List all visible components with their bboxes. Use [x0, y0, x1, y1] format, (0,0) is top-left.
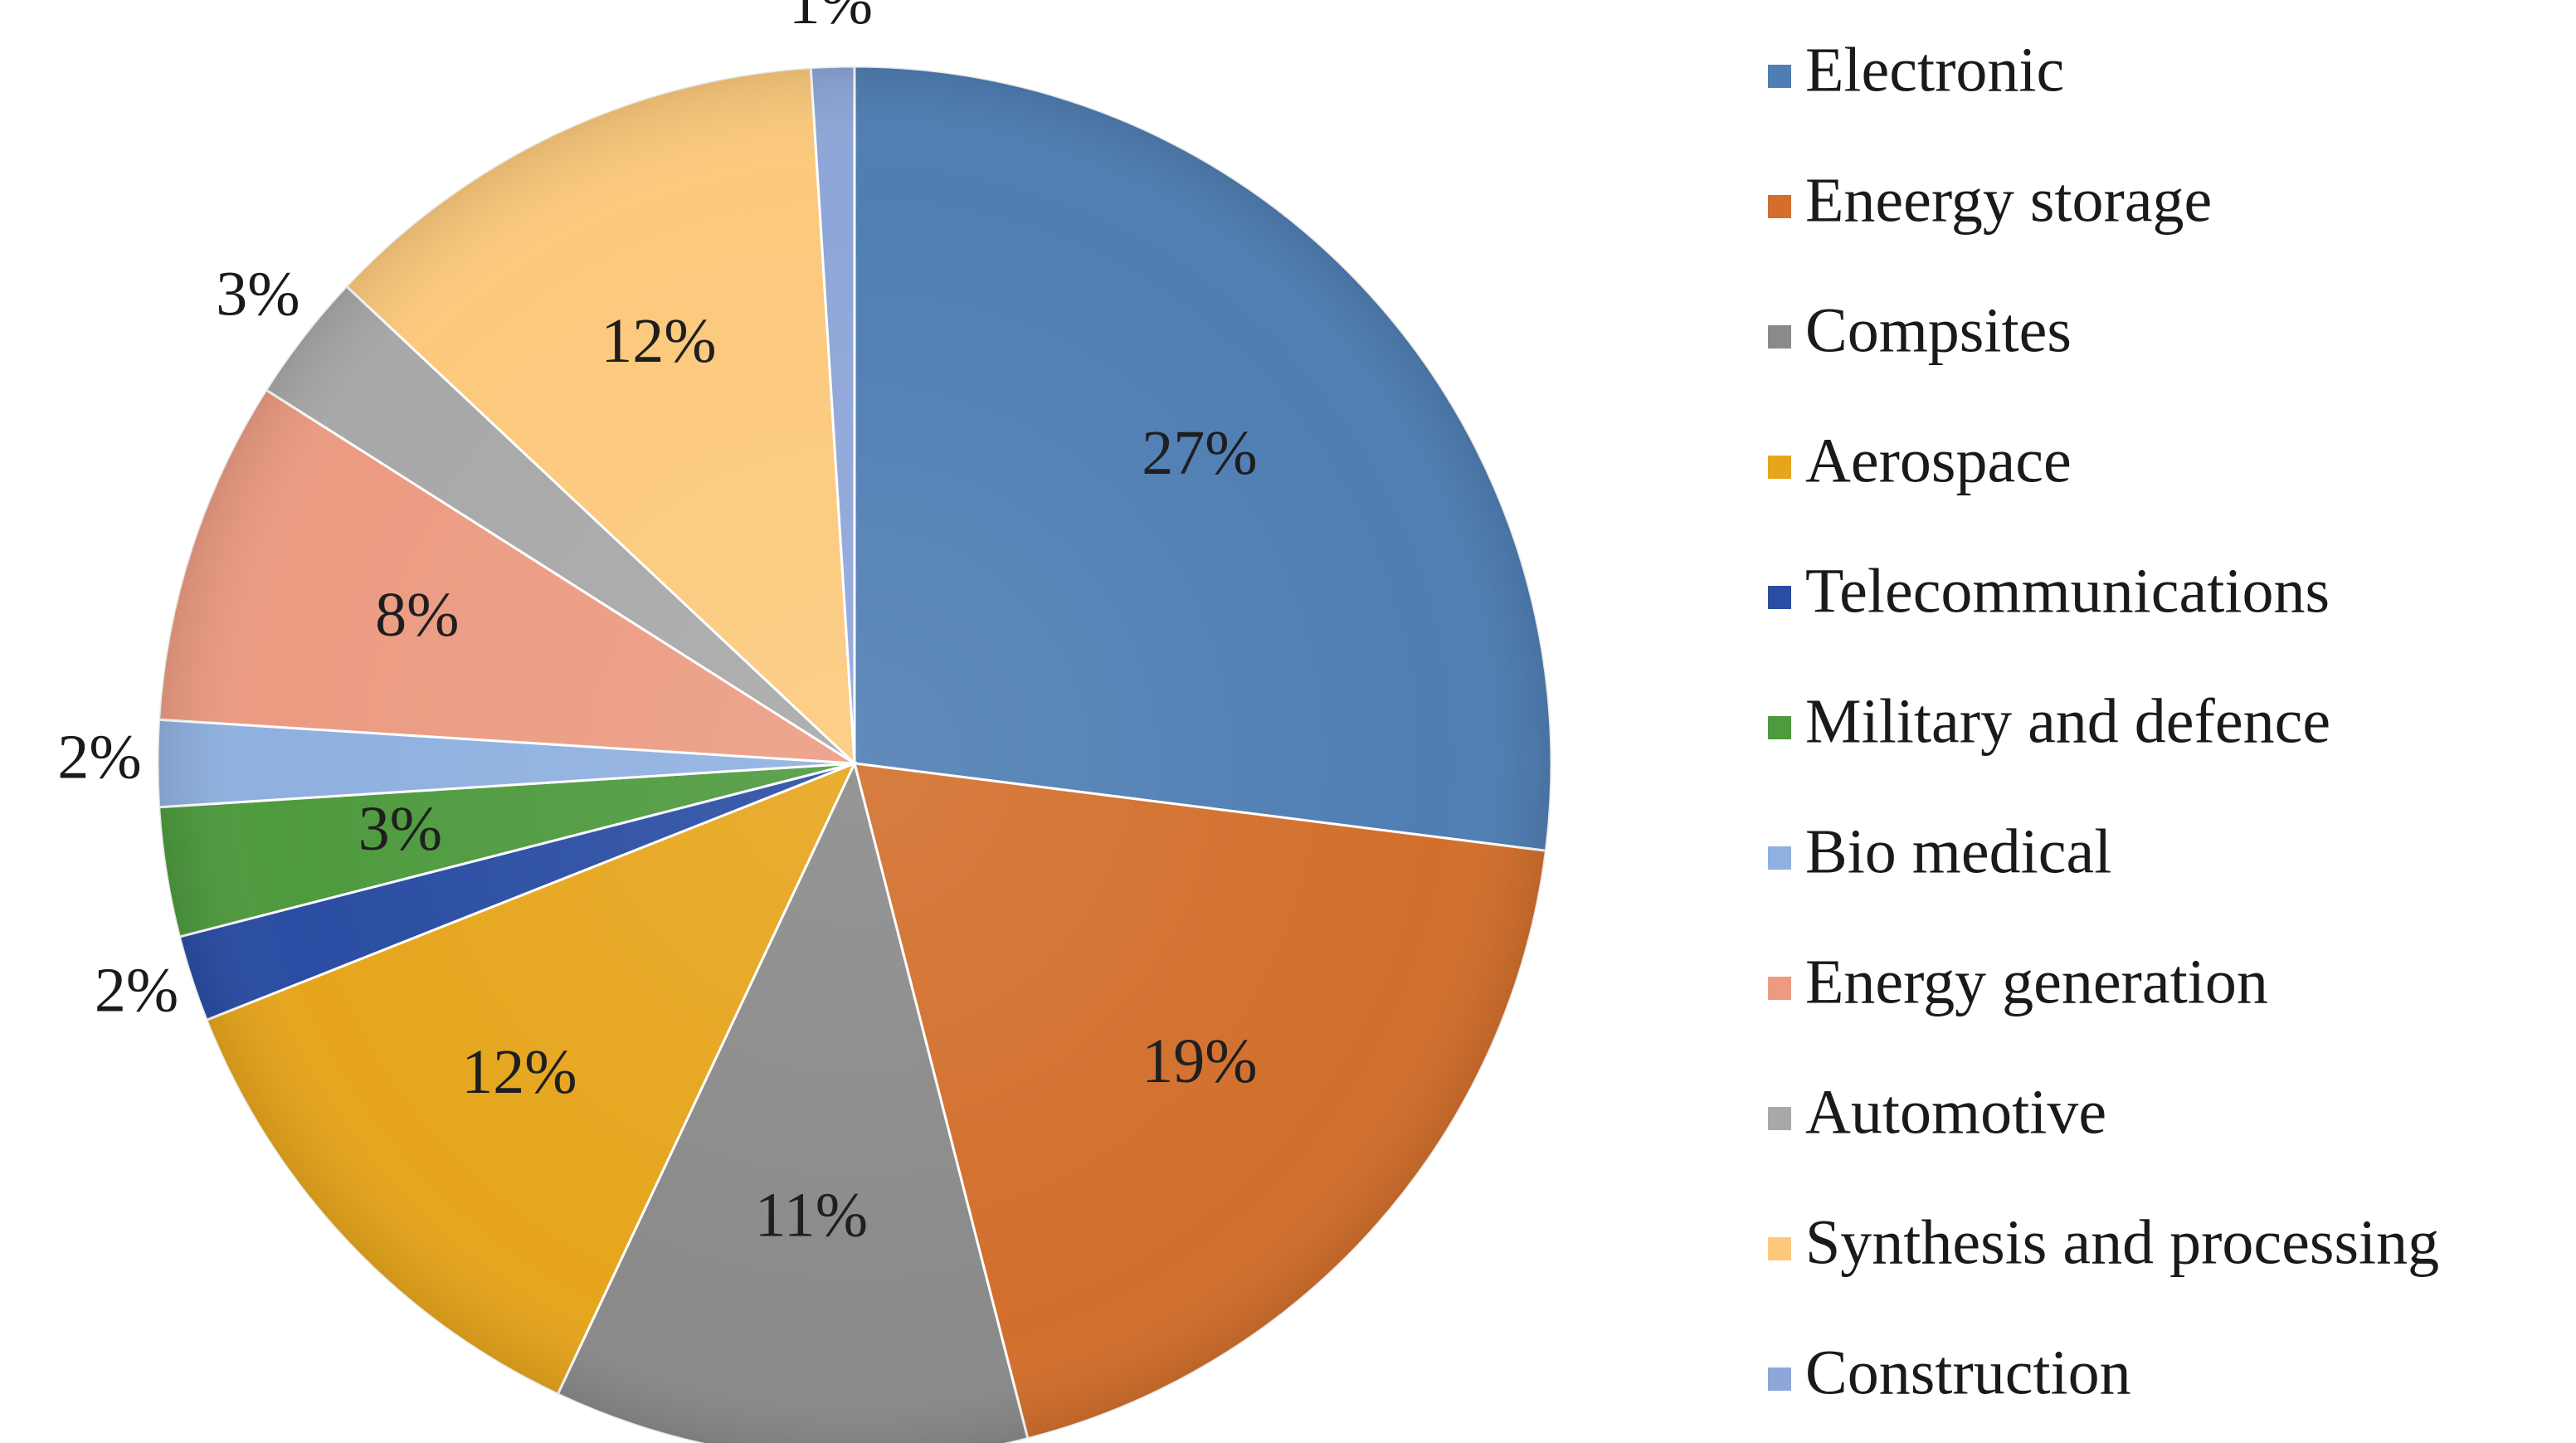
legend-label: Telecommunications: [1805, 556, 2330, 626]
legend-label: Synthesis and processing: [1805, 1207, 2439, 1277]
legend-item-electronic: Electronic: [1766, 35, 2064, 105]
legend-item-military-and-defence: Military and defence: [1766, 686, 2330, 756]
data-label-construction: 1%: [789, 0, 873, 37]
legend-swatch: [1766, 324, 1793, 350]
legend-swatch: [1766, 1366, 1793, 1392]
data-label-military-and-defence: 3%: [358, 794, 442, 864]
data-label-compsites: 11%: [755, 1180, 869, 1250]
legend-item-bio-medical: Bio medical: [1766, 817, 2111, 886]
legend-item-telecommunications: Telecommunications: [1766, 556, 2330, 626]
legend-label: Military and defence: [1805, 686, 2330, 756]
legend: Electronic Eneergy storage Compsites Aerosp…: [1766, 35, 2439, 1407]
legend-label: Bio medical: [1805, 817, 2111, 886]
legend-swatch: [1766, 1236, 1793, 1262]
legend-label: Energy generation: [1805, 947, 2268, 1016]
legend-swatch: [1766, 714, 1793, 741]
legend-swatch: [1766, 1105, 1793, 1132]
data-label-automotive: 3%: [216, 260, 299, 329]
legend-label: Aerospace: [1805, 426, 2072, 495]
legend-swatch: [1766, 454, 1793, 480]
legend-label: Eneergy storage: [1805, 165, 2212, 235]
data-label-eneergy-storage: 19%: [1142, 1026, 1257, 1096]
legend-label: Automotive: [1805, 1077, 2106, 1147]
data-label-telecommunications: 2%: [95, 956, 178, 1026]
legend-swatch: [1766, 193, 1793, 220]
data-label-energy-generation: 8%: [375, 580, 459, 650]
legend-item-eneergy-storage: Eneergy storage: [1766, 165, 2212, 235]
legend-item-energy-generation: Energy generation: [1766, 947, 2268, 1016]
legend-item-compsites: Compsites: [1766, 295, 2072, 365]
legend-label: Electronic: [1805, 35, 2064, 105]
legend-swatch: [1766, 584, 1793, 611]
legend-swatch: [1766, 845, 1793, 871]
legend-label: Construction: [1805, 1338, 2131, 1407]
legend-item-synthesis-and-processing: Synthesis and processing: [1766, 1207, 2439, 1277]
data-label-aerospace: 12%: [461, 1037, 577, 1107]
legend-swatch: [1766, 975, 1793, 1002]
legend-label: Compsites: [1805, 295, 2072, 365]
legend-item-automotive: Automotive: [1766, 1077, 2106, 1147]
legend-item-construction: Construction: [1766, 1338, 2131, 1407]
legend-item-aerospace: Aerospace: [1766, 426, 2072, 495]
legend-swatch: [1766, 63, 1793, 90]
data-label-electronic: 27%: [1142, 418, 1257, 488]
data-label-synthesis-and-processing: 12%: [601, 306, 716, 376]
data-label-bio-medical: 2%: [57, 722, 141, 792]
